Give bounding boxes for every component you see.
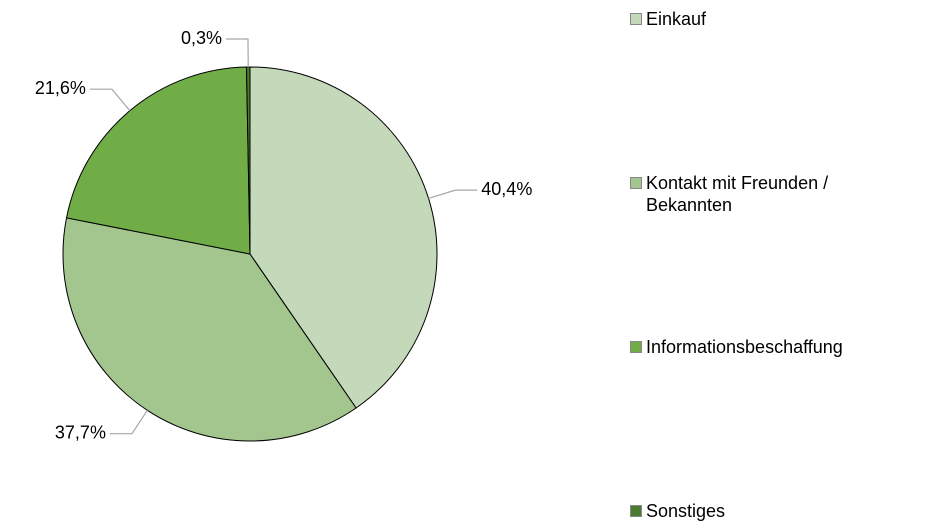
legend-label: Kontakt mit Freunden / Bekannten bbox=[646, 173, 829, 215]
pie-slice bbox=[62, 217, 357, 442]
data-label: 0,3% bbox=[181, 28, 222, 48]
leader-line bbox=[89, 88, 131, 112]
legend-entry: Einkauf bbox=[630, 8, 910, 30]
data-label: 21,6% bbox=[35, 78, 86, 98]
leader-line bbox=[109, 409, 148, 435]
legend-label: Einkauf bbox=[646, 9, 707, 29]
legend-entry: Sonstiges bbox=[630, 500, 910, 522]
leader-line bbox=[428, 189, 478, 200]
legend-swatch bbox=[630, 505, 642, 517]
legend-label: Sonstiges bbox=[646, 501, 726, 521]
legend-label: Informationsbeschaffung bbox=[646, 337, 843, 357]
data-label: 40,4% bbox=[481, 179, 532, 199]
data-label: 37,7% bbox=[55, 422, 106, 442]
legend-entry: Informationsbeschaffung bbox=[630, 336, 910, 358]
legend-swatch bbox=[630, 341, 642, 353]
legend-swatch bbox=[630, 13, 642, 25]
pie-slice bbox=[65, 66, 251, 255]
leader-line bbox=[225, 38, 249, 68]
legend-swatch bbox=[630, 177, 642, 189]
legend-entry: Kontakt mit Freunden / Bekannten bbox=[630, 172, 910, 216]
